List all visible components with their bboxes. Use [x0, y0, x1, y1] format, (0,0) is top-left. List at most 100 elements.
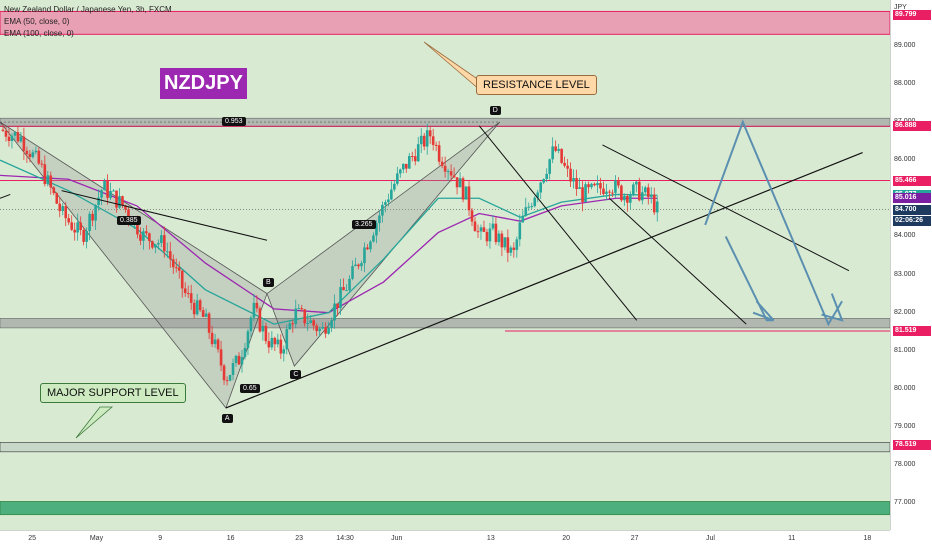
- projection-bullish-path: [704, 119, 843, 327]
- time-tick-label: 18: [863, 535, 872, 542]
- candle-body: [183, 288, 187, 294]
- candle-body: [13, 132, 17, 136]
- candle-body: [58, 203, 62, 212]
- candle-body: [470, 210, 474, 222]
- time-tick-label: 13: [486, 535, 495, 542]
- price-tick-label: 88.000: [894, 79, 916, 87]
- candle-body: [142, 231, 145, 241]
- price-chart[interactable]: [0, 0, 890, 530]
- candle-body: [264, 325, 268, 342]
- candle-body: [452, 175, 456, 178]
- price-unit-label: JPY: [894, 4, 907, 11]
- candle-body: [231, 362, 235, 375]
- time-tick-label: Jul: [706, 535, 715, 542]
- candle-body: [590, 183, 593, 188]
- candle-body: [443, 165, 447, 172]
- candle-body: [407, 156, 411, 169]
- candle-body: [649, 194, 653, 197]
- candle-body: [646, 187, 650, 197]
- time-axis[interactable]: [0, 530, 890, 551]
- candle-body: [336, 303, 339, 308]
- major-support-level-callout: MAJOR SUPPORT LEVEL: [40, 383, 186, 403]
- candle-body: [115, 190, 118, 208]
- candle-body: [512, 247, 516, 250]
- candle-body: [623, 196, 626, 201]
- candle-body: [103, 181, 106, 191]
- candle-body: [458, 178, 462, 188]
- trendline-edge: [0, 193, 11, 199]
- indicator-ema50-label[interactable]: EMA (50, close, 0): [4, 17, 70, 26]
- time-tick-label: 14:30: [336, 535, 354, 542]
- candle-body: [154, 244, 157, 248]
- candle-body: [73, 229, 76, 233]
- candle-body: [652, 194, 656, 213]
- chart-plot-area[interactable]: [0, 0, 890, 530]
- candle-body: [497, 233, 501, 243]
- candle-body: [16, 132, 20, 142]
- candle-body: [599, 183, 602, 189]
- candle-body: [488, 228, 492, 242]
- candle-body: [234, 355, 238, 363]
- candle-body: [593, 183, 596, 186]
- price-tag: 81.519: [893, 326, 931, 336]
- candle-body: [40, 163, 44, 165]
- candle-body: [581, 187, 584, 202]
- candle-body: [387, 199, 390, 203]
- candle-body: [246, 331, 250, 349]
- candle-body: [163, 235, 166, 252]
- candle-body: [91, 213, 94, 221]
- pattern-ratio-xd: 0.953: [222, 117, 246, 126]
- bottom-zone: [0, 501, 890, 516]
- candle-body: [643, 187, 647, 193]
- pattern-ratio-cd: 3.265: [352, 219, 376, 229]
- candle-body: [88, 213, 91, 232]
- indicator-ema100-label[interactable]: EMA (100, close, 0): [4, 29, 74, 38]
- candle-body: [542, 178, 546, 183]
- support-callout-pointer: [75, 406, 114, 439]
- candle-body: [106, 181, 109, 198]
- candle-body: [455, 177, 459, 188]
- candle-body: [121, 196, 124, 206]
- candle-body: [294, 308, 298, 325]
- candle-body: [180, 270, 184, 289]
- price-tick-label: 83.000: [894, 270, 916, 278]
- pattern-bcd: [266, 121, 501, 367]
- candle-body: [255, 302, 259, 309]
- candle-body: [608, 191, 611, 193]
- price-tag: 85.016: [893, 192, 931, 203]
- candle-body: [297, 308, 301, 310]
- candle-body: [638, 181, 641, 201]
- candle-body: [378, 215, 381, 224]
- candle-body: [494, 223, 498, 243]
- price-tick-label: 79.000: [894, 423, 916, 431]
- candle-body: [491, 223, 495, 229]
- candle-body: [404, 163, 408, 169]
- price-tag: 84.700: [893, 204, 931, 215]
- pattern-xab: [0, 121, 268, 409]
- candle-body: [518, 222, 522, 240]
- candle-body: [422, 135, 426, 147]
- candle-body: [584, 184, 587, 202]
- trendline-ascending-support: [225, 151, 863, 409]
- candle-body: [554, 146, 557, 151]
- price-tick-label: 89.000: [894, 41, 916, 49]
- time-tick-label: 25: [28, 535, 37, 542]
- projection-arrowhead-b: [821, 293, 844, 322]
- resistance-zone: [0, 117, 890, 127]
- candle-body: [479, 227, 483, 232]
- candle-body: [620, 185, 623, 201]
- candle-body: [410, 156, 414, 158]
- price-tag: 86.888: [893, 121, 931, 132]
- price-tick-label: 81.000: [894, 346, 916, 354]
- candle-body: [324, 326, 327, 334]
- candle-body: [10, 135, 14, 142]
- candle-body: [557, 148, 560, 151]
- candle-body: [210, 332, 214, 345]
- time-tick-label: 27: [630, 535, 639, 542]
- candle-body: [249, 317, 253, 332]
- candle-body: [614, 180, 617, 193]
- candle-body: [312, 320, 315, 326]
- trendline-upper-left: [61, 190, 268, 241]
- symbol-label: NZDJPY: [160, 68, 247, 99]
- candle-body: [390, 189, 393, 200]
